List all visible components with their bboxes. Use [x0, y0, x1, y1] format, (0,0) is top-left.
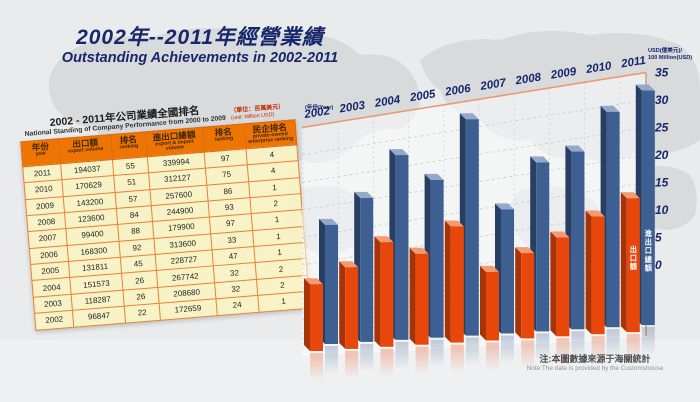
bar-export-2004: [374, 236, 394, 377]
bar-label-export: 口: [630, 254, 637, 263]
year-axis-line: [301, 71, 647, 129]
y-tick-label: 30: [655, 93, 669, 107]
bar-label-export: 出: [630, 245, 637, 254]
y-tick-label: 35: [655, 66, 669, 80]
bar-label-total: 總: [645, 255, 653, 264]
y-axis-unit-label: USD(億美元)/: [648, 46, 682, 54]
year-label: 2008: [514, 71, 543, 87]
bar-label-total: 額: [644, 263, 653, 272]
year-label: 2004: [373, 94, 402, 110]
bar-export-2005: [409, 247, 429, 375]
year-axis-label: (年份/Year): [305, 103, 333, 111]
bar-label-export: 額: [629, 262, 638, 271]
year-label: 2006: [443, 83, 472, 99]
bar-export-2002: [304, 278, 323, 381]
y-axis-unit-label: 100 Million(USD): [648, 55, 692, 61]
bar-export-2003: [339, 261, 359, 379]
data-source-note: 注:本圖數據來源于海關統計 Note:The date is provided …: [500, 354, 690, 373]
bar-label-total: 出: [645, 238, 652, 247]
y-tick-label: 15: [655, 176, 669, 190]
bar-label-total: 口: [645, 246, 652, 255]
y-tick-label: 20: [654, 148, 669, 162]
y-tick-label: 0: [655, 258, 662, 272]
y-tick-label: 25: [654, 121, 669, 135]
bar-export-2008: [515, 247, 535, 369]
year-label: 2011: [619, 55, 646, 71]
bar-export-2006: [444, 220, 464, 373]
y-tick-label: 5: [655, 231, 662, 245]
year-label: 2002: [303, 105, 332, 121]
bar-total-2006: [459, 113, 479, 366]
source-note-zh: 注:本圖數據來源于海關統計: [539, 354, 651, 364]
bar-export-2010: [585, 210, 605, 365]
year-label: 2003: [338, 99, 367, 115]
bar-export-2009: [550, 231, 570, 367]
y-tick-label: 10: [655, 203, 669, 217]
year-label: 2009: [549, 66, 578, 82]
bar-label-total: 進: [645, 229, 653, 238]
bar-export-2011: [620, 192, 640, 363]
main-title: 2002年--2011年經營業績 Outstanding Achievement…: [30, 26, 370, 66]
year-label: 2010: [584, 60, 613, 76]
year-label: 2005: [408, 88, 437, 104]
main-title-zh: 2002年--2011年經營業績: [76, 26, 324, 49]
year-label: 2007: [479, 77, 508, 93]
bar-export-2007: [480, 265, 499, 371]
source-note-en: Note:The date is provided by the Customs…: [526, 365, 664, 373]
main-title-en: Outstanding Achievements in 2002-2011: [61, 49, 339, 66]
